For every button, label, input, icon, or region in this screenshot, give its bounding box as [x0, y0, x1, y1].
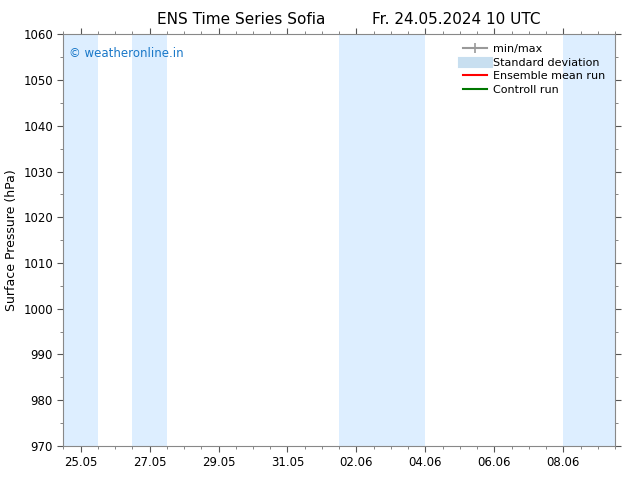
Bar: [63, 34, 98, 446]
Bar: [563, 34, 615, 446]
Legend: min/max, Standard deviation, Ensemble mean run, Controll run: min/max, Standard deviation, Ensemble me…: [458, 40, 609, 99]
Text: ENS Time Series Sofia: ENS Time Series Sofia: [157, 12, 325, 27]
Text: Fr. 24.05.2024 10 UTC: Fr. 24.05.2024 10 UTC: [372, 12, 541, 27]
Bar: [339, 34, 425, 446]
Y-axis label: Surface Pressure (hPa): Surface Pressure (hPa): [4, 169, 18, 311]
Text: © weatheronline.in: © weatheronline.in: [69, 47, 183, 60]
Bar: [133, 34, 167, 446]
